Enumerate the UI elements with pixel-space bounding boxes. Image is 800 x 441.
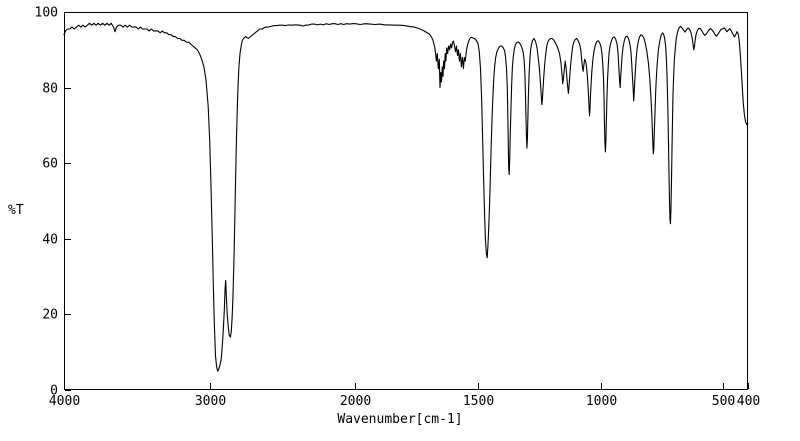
y-tick-label: 0	[50, 384, 58, 399]
x-tick-label: 400	[737, 394, 760, 409]
x-tick-label: 4000	[49, 394, 80, 409]
x-tick-label: 2000	[340, 394, 371, 409]
y-tick-label: 40	[42, 233, 58, 248]
y-tick-label: 60	[42, 157, 58, 172]
y-tick-label: 20	[42, 308, 58, 323]
y-axis-label: %T	[8, 203, 24, 218]
y-tick-label: 80	[42, 82, 58, 97]
x-axis-label: Wavenumber[cm-1]	[337, 412, 463, 427]
x-tick-label: 500	[712, 394, 735, 409]
x-tick-label: 3000	[195, 394, 226, 409]
plot-frame	[64, 12, 748, 390]
y-tick-label: 100	[35, 6, 58, 21]
x-tick-label: 1000	[586, 394, 617, 409]
x-tick-label: 1500	[463, 394, 494, 409]
spectrum-line	[63, 22, 749, 372]
